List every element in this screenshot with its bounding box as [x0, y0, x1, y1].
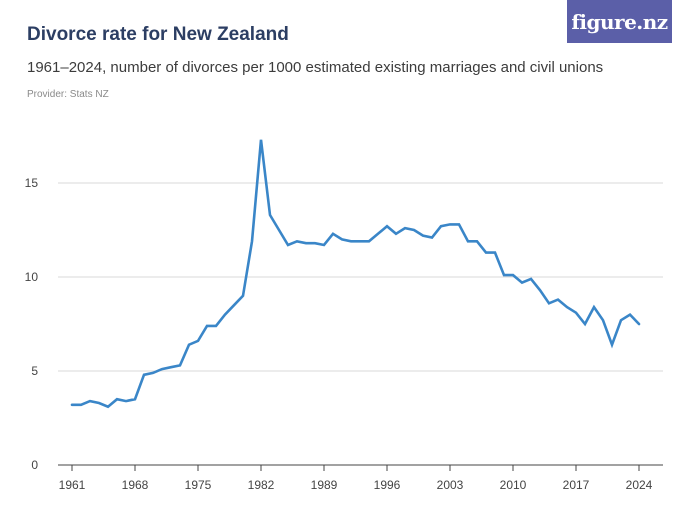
x-tick-label: 1961 [59, 478, 86, 492]
data-point [376, 232, 380, 236]
x-tick-label: 2017 [563, 478, 590, 492]
data-point [394, 232, 398, 236]
data-point [412, 228, 416, 232]
data-point [295, 239, 299, 243]
data-point [223, 313, 227, 317]
data-point [160, 367, 164, 371]
data-point [322, 243, 326, 247]
data-point [268, 213, 272, 217]
data-point [79, 403, 83, 407]
data-point [484, 251, 488, 255]
data-point [511, 273, 515, 277]
y-tick-label: 10 [25, 270, 39, 284]
data-point [601, 318, 605, 322]
data-point [448, 222, 452, 226]
data-point [259, 138, 263, 142]
data-point [88, 399, 92, 403]
data-point [529, 277, 533, 281]
data-point [169, 365, 173, 369]
data-point [358, 239, 362, 243]
data-point [133, 397, 137, 401]
data-point [241, 294, 245, 298]
data-point [367, 239, 371, 243]
data-point [205, 324, 209, 328]
data-point [466, 239, 470, 243]
data-point [628, 313, 632, 317]
provider-label: Provider: Stats NZ [27, 89, 109, 100]
data-point [520, 281, 524, 285]
data-point [250, 239, 254, 243]
data-point [583, 322, 587, 326]
data-point [277, 228, 281, 232]
x-tick-label: 1996 [374, 478, 401, 492]
x-tick-label: 1989 [311, 478, 338, 492]
y-axis: 0 5 10 15 [25, 176, 39, 472]
data-point [97, 401, 101, 405]
data-point [538, 288, 542, 292]
data-point [340, 237, 344, 241]
data-point [142, 373, 146, 377]
data-point [232, 303, 236, 307]
data-point [304, 241, 308, 245]
data-point [151, 371, 155, 375]
data-point [637, 322, 641, 326]
x-tick-label: 1982 [248, 478, 275, 492]
data-point [565, 305, 569, 309]
data-point [556, 298, 560, 302]
data-point [547, 301, 551, 305]
x-axis: 1961 1968 1975 1982 1989 1996 2003 2010 2017 2024 [59, 465, 653, 492]
data-point [574, 311, 578, 315]
data-point [70, 403, 74, 407]
data-point [115, 397, 119, 401]
data-point [331, 232, 335, 236]
data-point [592, 305, 596, 309]
chart-title: Divorce rate for New Zealand [27, 24, 289, 45]
data-point [286, 243, 290, 247]
data-point [610, 343, 614, 347]
data-point [313, 241, 317, 245]
y-tick-label: 0 [31, 458, 38, 472]
x-tick-label: 1975 [185, 478, 212, 492]
data-point [439, 224, 443, 228]
data-point [385, 224, 389, 228]
data-point [196, 339, 200, 343]
data-point [421, 234, 425, 238]
data-point [124, 399, 128, 403]
series-line [70, 139, 641, 409]
data-point [430, 236, 434, 240]
data-point [106, 405, 110, 409]
y-tick-label: 5 [31, 364, 38, 378]
grid-lines [58, 182, 663, 466]
data-point [457, 222, 461, 226]
data-point [349, 239, 353, 243]
y-tick-label: 15 [25, 176, 39, 190]
data-point [619, 318, 623, 322]
figure-nz-logo[interactable]: figure.nz [567, 0, 672, 43]
data-point [178, 363, 182, 367]
x-tick-label: 2003 [437, 478, 464, 492]
data-point [403, 226, 407, 230]
data-point [214, 324, 218, 328]
data-point [493, 251, 497, 255]
data-point [502, 273, 506, 277]
data-point [187, 343, 191, 347]
x-tick-label: 1968 [122, 478, 149, 492]
x-tick-label: 2024 [626, 478, 653, 492]
x-tick-label: 2010 [500, 478, 527, 492]
chart-subtitle: 1961–2024, number of divorces per 1000 e… [27, 59, 604, 76]
series-layer [70, 138, 641, 409]
data-point [475, 239, 479, 243]
